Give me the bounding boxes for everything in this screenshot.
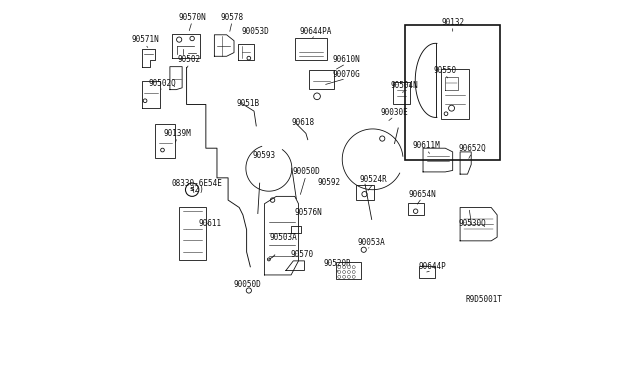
Text: 90654N: 90654N: [408, 190, 436, 199]
Text: 90652Q: 90652Q: [458, 144, 486, 153]
Text: 90592: 90592: [317, 178, 341, 187]
Text: 90030E: 90030E: [380, 108, 408, 117]
Bar: [295, 38, 328, 60]
Text: (2): (2): [190, 185, 204, 194]
Text: 90139M: 90139M: [163, 129, 191, 138]
Text: 90570: 90570: [291, 250, 314, 259]
Text: 90644P: 90644P: [418, 262, 446, 271]
Bar: [405, 25, 500, 160]
Text: 90520R: 90520R: [324, 259, 351, 268]
Text: 90570N: 90570N: [179, 13, 206, 22]
Text: R9D5001T: R9D5001T: [465, 295, 502, 304]
Bar: [335, 262, 361, 279]
Text: 90132: 90132: [441, 18, 464, 27]
Text: 90644PA: 90644PA: [300, 26, 332, 36]
Text: 90503A: 90503A: [270, 233, 298, 243]
Text: 90502: 90502: [178, 55, 201, 64]
Text: S: S: [190, 187, 195, 192]
Text: 90611: 90611: [198, 219, 221, 228]
Text: 90050D: 90050D: [234, 280, 262, 289]
Bar: [155, 124, 175, 158]
Text: 90593: 90593: [252, 151, 275, 160]
Text: 90610N: 90610N: [332, 55, 360, 64]
Bar: [179, 208, 206, 260]
Text: 90571N: 90571N: [131, 35, 159, 44]
Text: 9051B: 9051B: [236, 99, 259, 108]
Text: 90576N: 90576N: [294, 208, 322, 217]
Text: 90611M: 90611M: [413, 141, 440, 151]
Bar: [309, 70, 334, 89]
Bar: [408, 203, 424, 215]
Bar: [419, 266, 435, 278]
Text: 08330-6E54E: 08330-6E54E: [172, 179, 222, 187]
Text: 90524R: 90524R: [360, 175, 388, 184]
Text: 90053A: 90053A: [357, 238, 385, 247]
Text: 90050D: 90050D: [292, 167, 320, 176]
Text: 90530Q: 90530Q: [458, 219, 486, 228]
Bar: [441, 68, 469, 119]
Text: 90578: 90578: [221, 13, 244, 22]
Text: 90502Q: 90502Q: [149, 78, 177, 87]
Bar: [394, 82, 410, 104]
Bar: [356, 185, 374, 200]
Text: 90550: 90550: [434, 66, 457, 75]
Text: 90053D: 90053D: [241, 26, 269, 36]
Text: 90618: 90618: [292, 119, 315, 128]
Text: 90504N: 90504N: [390, 81, 419, 90]
Text: 90070G: 90070G: [332, 70, 360, 79]
